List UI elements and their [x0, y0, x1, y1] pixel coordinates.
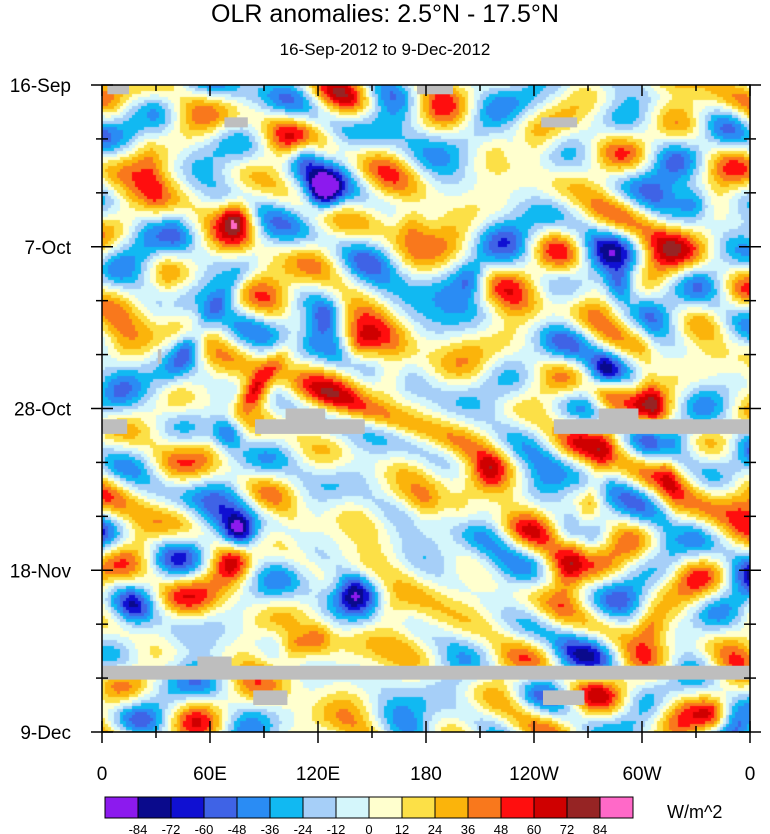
colorbar-label: 60: [527, 822, 541, 834]
colorbar-label: 36: [461, 822, 475, 834]
colorbar-swatch: [137, 796, 172, 819]
colorbar-swatch: [401, 796, 436, 819]
missing-data-segment: [224, 117, 248, 128]
colorbar-swatch: [467, 796, 502, 819]
colorbar-swatch: [302, 796, 337, 819]
colorbar-label: 24: [428, 822, 442, 834]
colorbar-swatch: [170, 796, 205, 819]
colorbar-swatch: [335, 796, 370, 819]
missing-data-segment: [157, 349, 162, 364]
colorbar-label: -72: [162, 822, 181, 834]
colorbar-swatch: [104, 796, 139, 819]
axis-ticks: [91, 84, 761, 743]
missing-data-segment: [417, 85, 453, 95]
colorbar-swatch: [368, 796, 403, 819]
missing-data-layer: [102, 85, 750, 706]
colorbar: -84 -72 -60 -48 -36 -24 -12 0 12 24 36 48 60 72 84: [104, 796, 634, 834]
missing-data-segment: [285, 408, 326, 424]
colorbar-swatch: [566, 796, 601, 819]
missing-data-segment: [107, 85, 129, 95]
y-tick-label: 7-Oct: [25, 238, 72, 259]
missing-data-segment: [553, 419, 750, 434]
x-tick-label: 60E: [193, 764, 227, 785]
colorbar-label: -60: [195, 822, 214, 834]
anomaly-heatmap: [102, 85, 750, 732]
y-tick-label: 18-Nov: [10, 561, 72, 582]
chart-subtitle: 16-Sep-2012 to 9-Dec-2012: [279, 40, 491, 59]
missing-data-segment: [102, 665, 750, 680]
colorbar-label: 72: [560, 822, 574, 834]
colorbar-label: 84: [593, 822, 607, 834]
colorbar-swatch: [533, 796, 568, 819]
colorbar-label: -24: [294, 822, 313, 834]
x-tick-label: 120E: [296, 764, 340, 785]
units-label: W/m^2: [667, 802, 723, 822]
colorbar-label: 48: [494, 822, 508, 834]
missing-data-segment: [197, 656, 232, 672]
missing-data-segment: [255, 419, 365, 434]
missing-data-segment: [598, 408, 639, 424]
missing-data-segment: [102, 419, 128, 434]
y-tick-label: 28-Oct: [14, 400, 72, 421]
chart-title: OLR anomalies: 2.5°N - 17.5°N: [211, 0, 559, 28]
anomaly-field: [102, 85, 750, 732]
missing-data-segment: [543, 690, 585, 706]
x-tick-label: 120W: [509, 764, 559, 785]
missing-data-segment: [541, 117, 578, 128]
colorbar-label: -12: [327, 822, 346, 834]
x-tick-label: 60W: [622, 764, 661, 785]
colorbar-swatch: [434, 796, 469, 819]
y-tick-label: 9-Dec: [20, 723, 71, 744]
axis-labels: 0 60E 120E 180 120W 60W 0 16-Sep 7-Oct 28-Oct 18-N…: [10, 76, 756, 785]
colorbar-swatch: [203, 796, 238, 819]
missing-data-segment: [253, 690, 288, 706]
x-tick-label: 180: [410, 764, 442, 785]
colorbar-swatch: [500, 796, 535, 819]
colorbar-swatch: [236, 796, 271, 819]
x-tick-label: 0: [97, 764, 108, 785]
y-tick-label: 16-Sep: [10, 76, 71, 97]
colorbar-label: -36: [261, 822, 280, 834]
colorbar-swatch: [599, 796, 634, 819]
colorbar-label: 0: [365, 822, 372, 834]
colorbar-label: 12: [395, 822, 409, 834]
colorbar-label: -48: [228, 822, 247, 834]
colorbar-swatch: [269, 796, 304, 819]
colorbar-label: -84: [129, 822, 148, 834]
x-tick-label: 0: [745, 764, 756, 785]
